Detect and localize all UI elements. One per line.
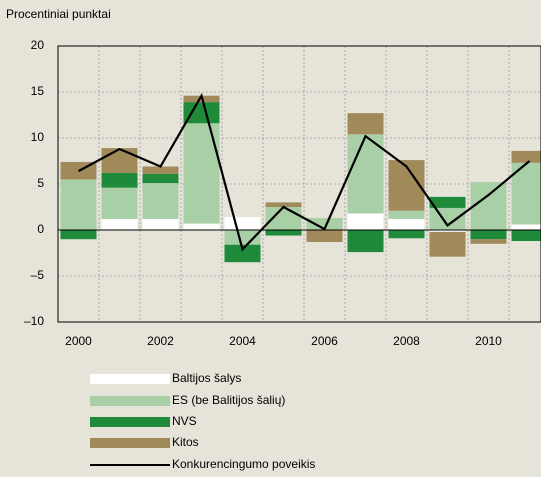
bar-segment [470,230,507,240]
bar-segment [306,230,343,242]
bar-segment [429,196,466,208]
bar-segment [101,148,138,173]
legend-swatch [90,417,170,427]
bar-segment [388,230,425,239]
bar-segment [511,230,541,242]
bar-segment [511,224,541,230]
bar-segment [511,150,541,163]
legend-swatch [90,374,170,384]
bar-segment [347,134,384,214]
y-tick-label: –5 [31,268,45,282]
line [77,92,531,252]
y-tick-label: 20 [31,38,45,52]
legend-label: Konkurencingumo poveikis [172,457,315,471]
bar-segment [142,183,179,219]
x-tick-label: 2004 [229,334,256,348]
bar-segment [429,231,466,257]
legend-swatch [90,438,170,448]
bar-segment [347,213,384,230]
bar-segment [101,218,138,230]
legend-label: Baltijos šalys [172,371,241,385]
x-tick-label: 2000 [65,334,92,348]
y-tick-label: 0 [37,222,44,236]
bar-segment [224,217,261,230]
bar-segment [429,230,466,232]
bar-segment [224,244,261,263]
y-tick-label: –10 [24,314,44,328]
bar-segment [101,187,138,219]
bar-segment [142,218,179,230]
subtitle: Procentiniai punktai [6,7,111,21]
bar-segment [101,172,138,188]
plot-frame [57,45,541,323]
legend-label: NVS [172,414,197,428]
bar-segment [265,202,302,207]
y-tick-label: 10 [31,130,45,144]
bar-segment [347,230,384,253]
bar-segment [183,102,220,124]
bar-segment [306,218,343,230]
bar-segment [388,210,425,219]
bar-segment [388,218,425,230]
bar-segment [142,173,179,184]
y-tick-label: 5 [37,176,44,190]
legend-swatch [90,396,170,406]
bar-segment [347,113,384,135]
x-tick-label: 2002 [147,334,174,348]
legend-label: Kitos [172,435,199,449]
legend-label: ES (be Balitijos šalių) [172,393,285,407]
bar-segment [60,179,97,230]
bar-segment [183,223,220,230]
bar-segment [470,182,507,230]
x-tick-label: 2010 [475,334,502,348]
bar-segment [470,239,507,244]
x-tick-label: 2008 [393,334,420,348]
bar-segment [183,123,220,224]
y-tick-label: 15 [31,84,45,98]
bar-segment [142,166,179,174]
x-tick-label: 2006 [311,334,338,348]
bar-segment [60,230,97,240]
bar-segment [265,230,302,236]
